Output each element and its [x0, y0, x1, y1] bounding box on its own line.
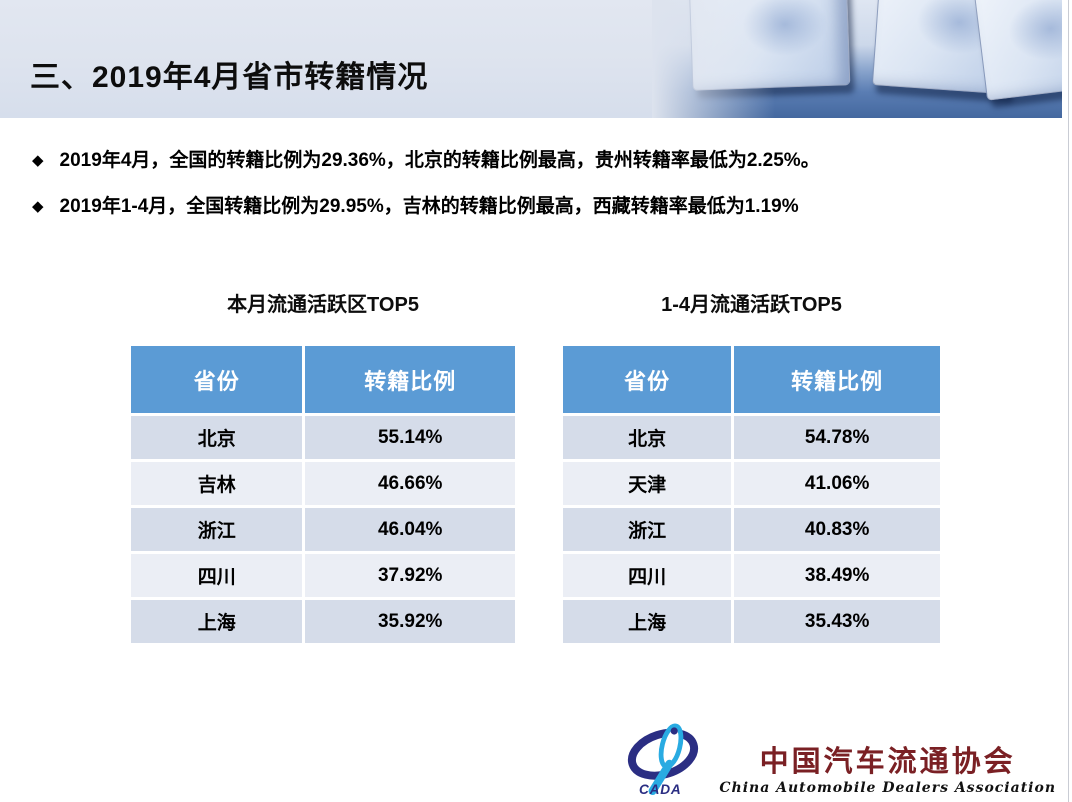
column-header-ratio: 转籍比例: [734, 346, 940, 413]
table-row: 四川 38.49%: [563, 554, 940, 597]
cube-image: [687, 0, 851, 91]
cada-emblem-icon: CADA: [628, 723, 699, 797]
jan-apr-top5-table: 省份 转籍比例 北京 54.78% 天津 41.06% 浙江 40.83%: [560, 343, 943, 646]
column-header-ratio: 转籍比例: [305, 346, 515, 413]
bullet-text: 2019年1-4月，全国转籍比例为29.95%，吉林的转籍比例最高，西藏转籍率最…: [59, 196, 799, 217]
monthly-top5-table: 省份 转籍比例 北京 55.14% 吉林 46.66% 浙江 46.04%: [128, 343, 518, 646]
province-cell: 四川: [563, 554, 732, 597]
table-row: 四川 37.92%: [131, 554, 515, 597]
table-row: 天津 41.06%: [563, 462, 940, 505]
cubes-photo: [652, 0, 1062, 118]
table-title: 本月流通活跃区TOP5: [227, 294, 419, 316]
table-row: 北京 55.14%: [131, 416, 515, 459]
svg-text:CADA: CADA: [639, 782, 681, 797]
ratio-cell: 40.83%: [734, 508, 940, 551]
ratio-cell: 35.92%: [305, 600, 515, 643]
table-row: 上海 35.43%: [563, 600, 940, 643]
table-header-row: 省份 转籍比例: [563, 346, 940, 413]
bullet-item: ◆ 2019年1-4月，全国转籍比例为29.95%，吉林的转籍比例最高，西藏转籍…: [32, 194, 1022, 220]
column-header-province: 省份: [131, 346, 303, 413]
province-cell: 北京: [563, 416, 732, 459]
cube-image: [871, 0, 1021, 95]
bullet-text: 2019年4月，全国的转籍比例为29.36%，北京的转籍比例最高，贵州转籍率最低…: [59, 150, 820, 171]
table-row: 上海 35.92%: [131, 600, 515, 643]
logo-names: 中国汽车流通协会 China Automobile Dealers Associ…: [719, 744, 1056, 798]
diamond-bullet-icon: ◆: [32, 152, 44, 169]
table-jan-apr-top5: 1-4月流通活跃TOP5 省份 转籍比例 北京 54.78% 天津 41.06%: [560, 288, 943, 646]
ratio-cell: 41.06%: [734, 462, 940, 505]
ratio-cell: 46.04%: [305, 508, 515, 551]
cada-logo: CADA 中国汽车流通协会 China Automobile Dealers A…: [623, 720, 1056, 798]
ratio-cell: 54.78%: [734, 416, 940, 459]
province-cell: 吉林: [131, 462, 303, 505]
table-header-row: 省份 转籍比例: [131, 346, 515, 413]
logo-name-chinese: 中国汽车流通协会: [759, 744, 1016, 778]
cube-image: [969, 0, 1062, 101]
province-cell: 北京: [131, 416, 303, 459]
ratio-cell: 46.66%: [305, 462, 515, 505]
table-row: 北京 54.78%: [563, 416, 940, 459]
province-cell: 浙江: [563, 508, 732, 551]
table-title: 1-4月流通活跃TOP5: [661, 294, 842, 316]
column-header-province: 省份: [563, 346, 732, 413]
bullet-list: ◆ 2019年4月，全国的转籍比例为29.36%，北京的转籍比例最高，贵州转籍率…: [32, 148, 1022, 240]
header-banner: 三、2019年4月省市转籍情况: [0, 0, 1062, 118]
province-cell: 上海: [131, 600, 303, 643]
province-cell: 四川: [131, 554, 303, 597]
table-row: 浙江 40.83%: [563, 508, 940, 551]
ratio-cell: 38.49%: [734, 554, 940, 597]
province-cell: 浙江: [131, 508, 303, 551]
ratio-cell: 37.92%: [305, 554, 515, 597]
province-cell: 上海: [563, 600, 732, 643]
window-edge-line: [1068, 0, 1069, 802]
ratio-cell: 55.14%: [305, 416, 515, 459]
table-row: 浙江 46.04%: [131, 508, 515, 551]
table-monthly-top5: 本月流通活跃区TOP5 省份 转籍比例 北京 55.14% 吉林 46.66%: [128, 288, 518, 646]
table-row: 吉林 46.66%: [131, 462, 515, 505]
bullet-item: ◆ 2019年4月，全国的转籍比例为29.36%，北京的转籍比例最高，贵州转籍率…: [32, 148, 1022, 174]
province-cell: 天津: [563, 462, 732, 505]
ratio-cell: 35.43%: [734, 600, 940, 643]
page-title: 三、2019年4月省市转籍情况: [30, 61, 429, 94]
diamond-bullet-icon: ◆: [32, 198, 44, 215]
logo-name-english: China Automobile Dealers Association: [719, 780, 1056, 796]
